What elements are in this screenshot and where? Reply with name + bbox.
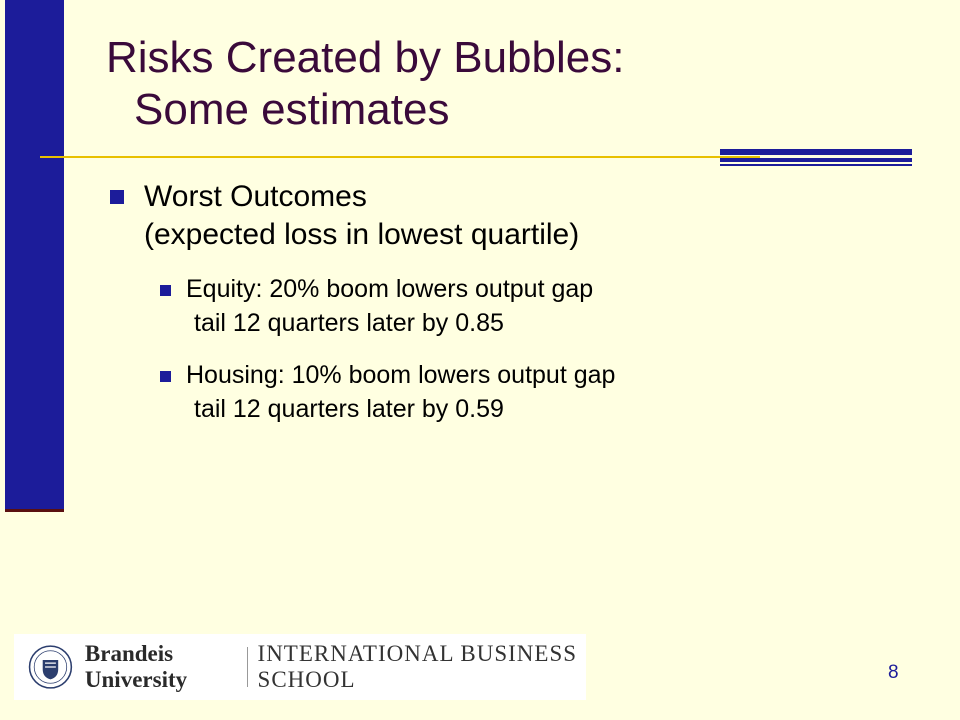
sub-bullet-line-2: tail 12 quarters later by 0.85 [194, 309, 504, 337]
sub-bullet-line-1: Equity: 20% boom lowers output gap [186, 275, 594, 303]
left-accent-bar [0, 0, 64, 512]
title-rule-blue-mid [720, 158, 912, 162]
bullet-subtext: (expected loss in lowest quartile) [144, 218, 580, 251]
bullet-text: Worst Outcomes [144, 180, 367, 213]
university-seal-icon [28, 645, 73, 689]
title-line-2: Some estimates [134, 85, 450, 134]
bullet-worst-outcomes: Worst Outcomes (expected loss in lowest … [108, 178, 615, 254]
brandeis-logo: Brandeis University INTERNATIONAL BUSINE… [14, 634, 586, 700]
bullet-square-icon [110, 190, 124, 204]
left-bar-edge [0, 0, 5, 512]
bullet-list: Worst Outcomes (expected loss in lowest … [108, 178, 615, 426]
page-number: 8 [888, 662, 899, 683]
sub-bullet-line-1: Housing: 10% boom lowers output gap [186, 361, 616, 389]
title-rule-blue-thick [720, 149, 912, 155]
logo-school-name: INTERNATIONAL BUSINESS SCHOOL [257, 641, 578, 692]
bullet-square-icon [160, 285, 171, 296]
sub-bullet-line-2: tail 12 quarters later by 0.59 [194, 395, 504, 423]
bullet-square-icon [160, 371, 171, 382]
slide-title: Risks Created by Bubbles: Some estimates [106, 32, 624, 136]
title-rule-gold [40, 156, 760, 158]
title-rule-blue-thin [720, 164, 912, 166]
logo-separator [246, 647, 248, 687]
title-line-1: Risks Created by Bubbles: [106, 33, 625, 82]
sub-bullet-equity: Equity: 20% boom lowers output gap tail … [108, 272, 615, 340]
sub-bullet-housing: Housing: 10% boom lowers output gap tail… [108, 358, 615, 426]
logo-university-name: Brandeis University [84, 641, 188, 692]
